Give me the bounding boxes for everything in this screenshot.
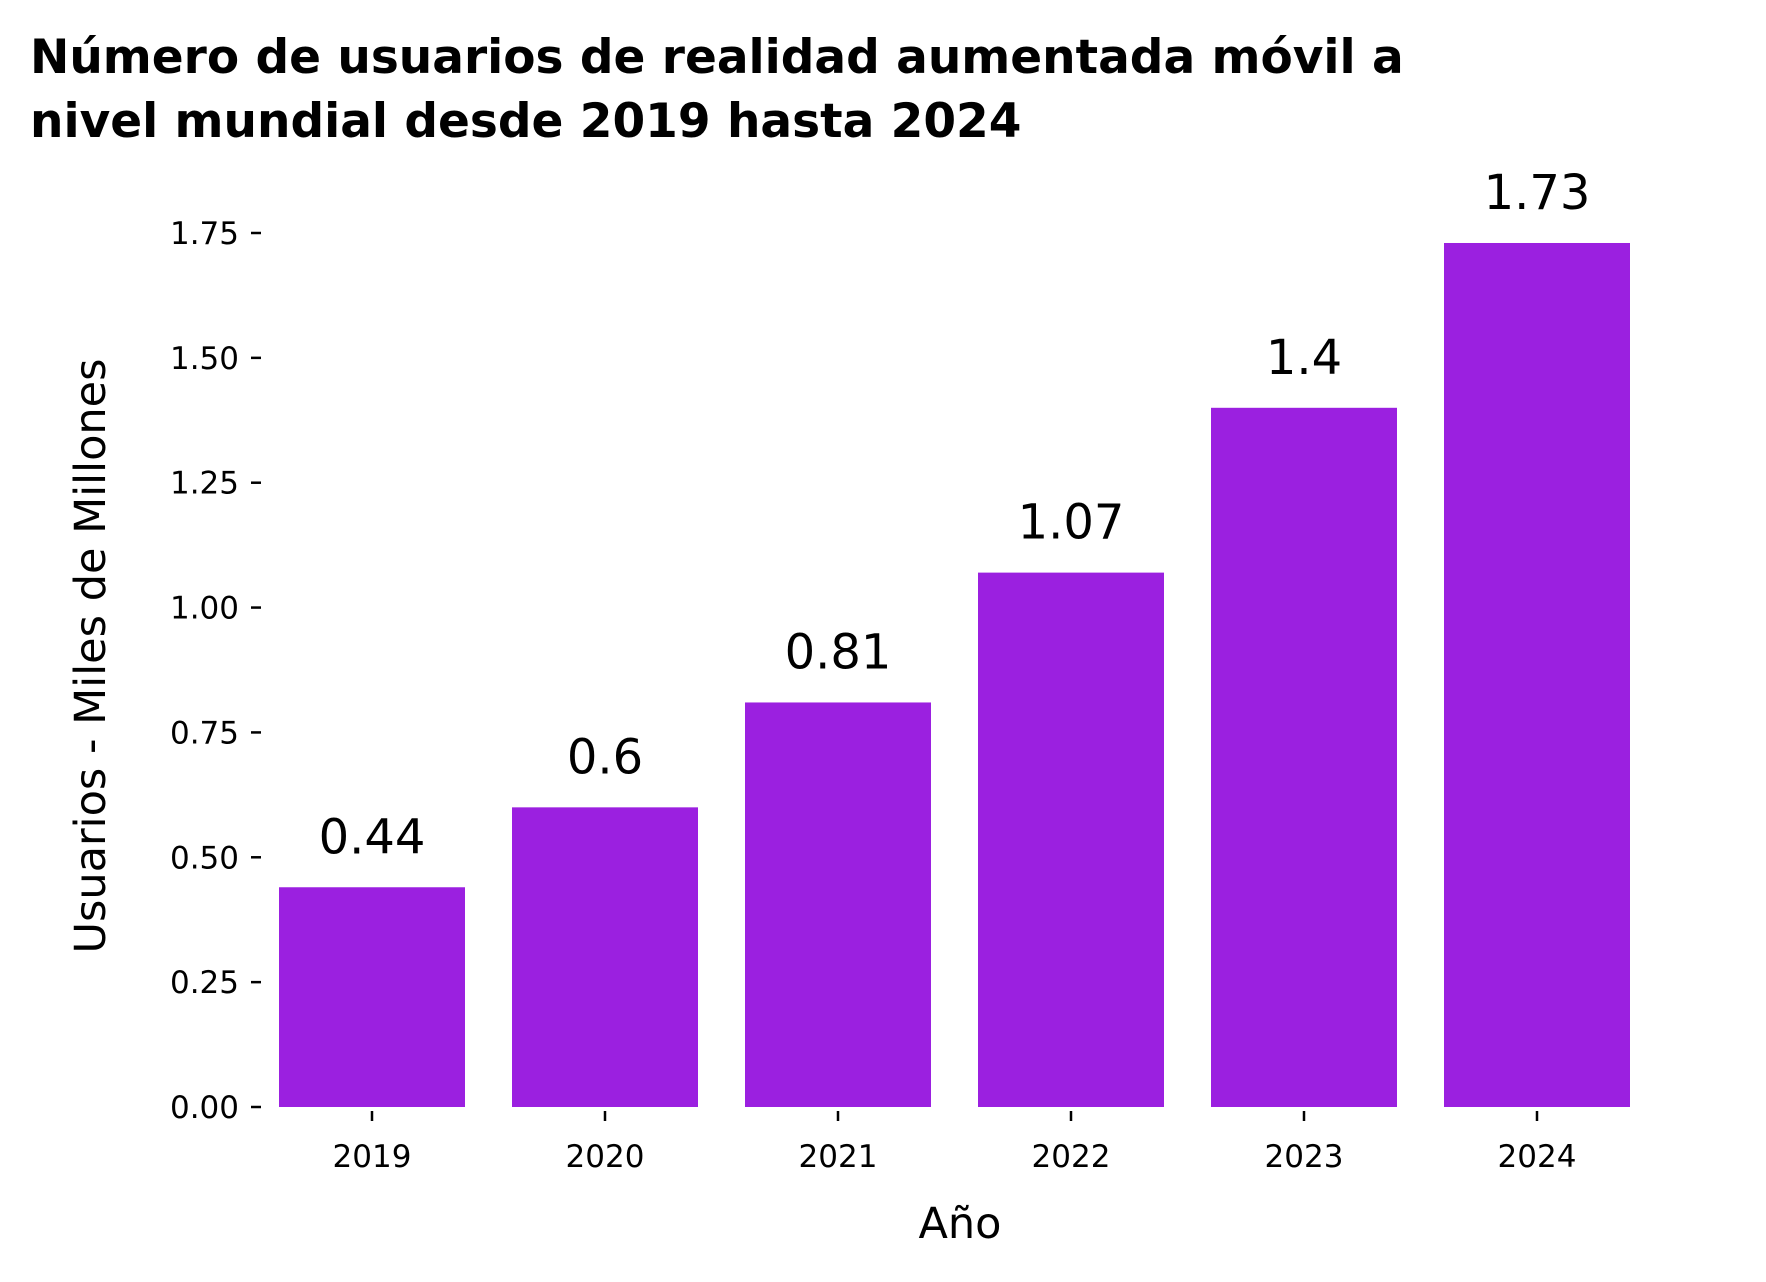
bars	[279, 242, 1630, 1107]
x-tick-label: 2021	[799, 1139, 878, 1175]
x-tick-label: 2019	[333, 1139, 412, 1175]
bar-2023	[1211, 407, 1397, 1107]
value-label-2024: 1.73	[1484, 165, 1591, 221]
y-tick-label: 0.25	[170, 965, 239, 1001]
bar-2021	[745, 702, 931, 1107]
x-tick-label: 2022	[1032, 1139, 1111, 1175]
value-label-2020: 0.6	[567, 729, 643, 785]
chart-title-line-1: Número de usuarios de realidad aumentada…	[30, 30, 1404, 85]
y-axis-title: Usuarios - Miles de Millones	[66, 359, 116, 954]
bar-2020	[512, 807, 698, 1107]
x-tick-label: 2024	[1498, 1139, 1577, 1175]
value-label-2019: 0.44	[319, 809, 426, 865]
bar-2024	[1444, 242, 1630, 1107]
chart-title-line-2: nivel mundial desde 2019 hasta 2024	[30, 94, 1021, 149]
y-tick-label: 1.00	[170, 591, 239, 627]
y-tick-label: 0.00	[170, 1090, 239, 1126]
value-labels: 0.44 0.6 0.81 1.07 1.4 1.73	[319, 165, 1591, 865]
x-tick-label: 2020	[566, 1139, 645, 1175]
y-tick-label: 0.75	[170, 715, 239, 751]
value-label-2022: 1.07	[1018, 495, 1125, 551]
x-tick-label: 2023	[1265, 1139, 1344, 1175]
bar-2019	[279, 887, 465, 1107]
y-tick-label: 1.25	[170, 466, 239, 502]
value-label-2023: 1.4	[1266, 330, 1342, 386]
y-tick-label: 0.50	[170, 840, 239, 876]
y-axis: 0.00 0.25 0.50 0.75 1.00 1.25 1.50 1.75	[170, 216, 261, 1126]
value-label-2021: 0.81	[785, 624, 892, 680]
y-tick-label: 1.75	[170, 216, 239, 252]
bar-2022	[978, 572, 1164, 1107]
y-tick-label: 1.50	[170, 341, 239, 377]
x-axis: 2019 2020 2021 2022 2023 2024	[333, 1111, 1577, 1175]
x-axis-title: Año	[919, 1199, 1002, 1249]
